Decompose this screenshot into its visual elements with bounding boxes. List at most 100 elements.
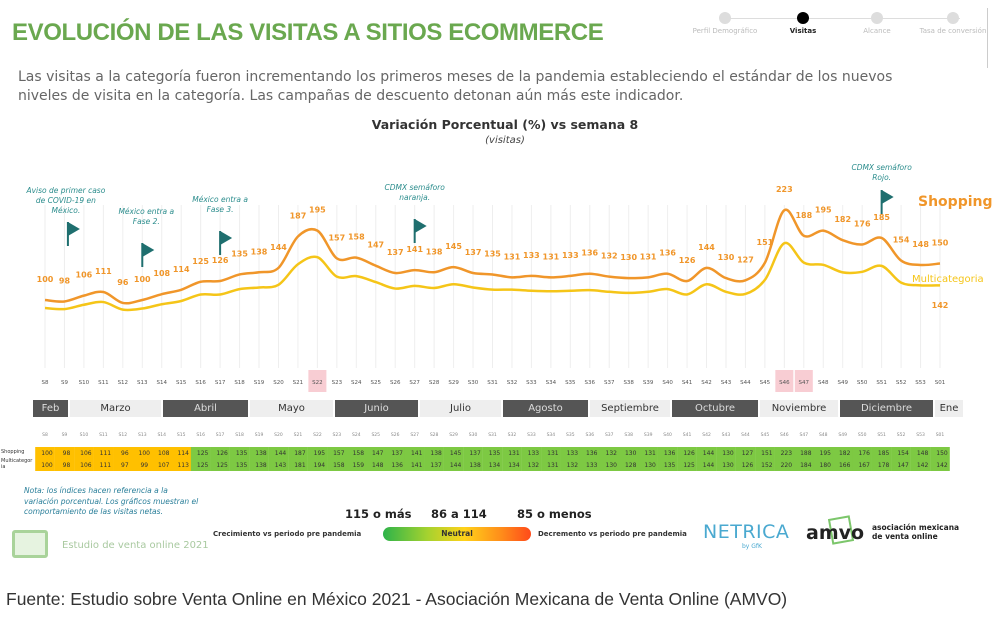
flag-icon <box>220 231 233 245</box>
table-cell-value: 125 <box>197 462 209 469</box>
table-cell-value: 138 <box>255 462 267 469</box>
table-cell <box>35 447 55 459</box>
table-cell-value: 131 <box>508 450 520 457</box>
highlight-week <box>308 370 327 392</box>
data-label: 131 <box>504 252 521 261</box>
x-tick-label: S24 <box>351 380 362 386</box>
x-tick-label: S53 <box>915 380 926 386</box>
table-cell-value: 144 <box>450 462 462 469</box>
page-title: EVOLUCIÓN DE LAS VISITAS A SITIOS ECOMME… <box>12 19 604 46</box>
table-cell <box>910 447 931 459</box>
table-cell <box>190 447 211 459</box>
table-cell-value: 141 <box>411 450 423 457</box>
series-label-shopping: Shopping <box>918 194 993 210</box>
x-tick-label: S10 <box>79 380 90 386</box>
divider <box>987 8 988 68</box>
data-label: 131 <box>543 252 560 261</box>
x-tick-label: S33 <box>526 380 537 386</box>
legend-mid: 86 a 114 <box>431 507 487 521</box>
x-tick-label: S9 <box>61 380 68 386</box>
table-cell <box>268 459 289 471</box>
table-week-label: S39 <box>644 432 653 438</box>
data-label: 126 <box>679 256 696 265</box>
step-1[interactable]: Visitas <box>768 10 838 36</box>
table-cell <box>638 447 658 459</box>
data-label: 108 <box>153 269 170 278</box>
table-cell-value: 144 <box>703 450 715 457</box>
table-week-label: S24 <box>352 432 361 438</box>
table-cell <box>910 459 931 471</box>
table-week-label: S26 <box>391 432 400 438</box>
table-cell <box>618 459 639 471</box>
data-label: 100 <box>37 275 54 284</box>
x-tick-label: S36 <box>585 380 596 386</box>
table-cell-value: 223 <box>781 450 793 457</box>
x-tick-label: S32 <box>507 380 518 386</box>
table-cell <box>249 447 269 459</box>
data-label: 158 <box>348 233 365 242</box>
flag-icon <box>142 243 155 257</box>
legend-gradient <box>383 527 531 541</box>
table-cell <box>229 459 250 471</box>
table-cell <box>288 459 308 471</box>
table-cell <box>755 447 775 459</box>
table-cell <box>443 459 464 471</box>
table-cell <box>385 447 406 459</box>
data-label: 154 <box>893 236 910 245</box>
table-cell-value: 180 <box>820 462 832 469</box>
table-cell <box>735 447 756 459</box>
table-cell <box>307 459 328 471</box>
table-cell-value: 136 <box>586 450 598 457</box>
data-label: 133 <box>523 251 540 260</box>
step-2[interactable]: Alcance <box>842 10 912 36</box>
table-cell <box>365 459 386 471</box>
annotation-text: CDMX semáforo naranja. <box>384 183 445 202</box>
table-cell-value: 132 <box>528 462 540 469</box>
table-cell-value: 178 <box>878 462 890 469</box>
table-week-label: S36 <box>585 432 594 438</box>
table-cell-value: 126 <box>216 450 228 457</box>
table-cell-value: 142 <box>917 462 929 469</box>
table-cell-value: 98 <box>63 450 71 457</box>
table-cell-value: 195 <box>820 450 832 457</box>
data-label: 131 <box>640 252 657 261</box>
table-cell <box>755 459 775 471</box>
table-week-label: S50 <box>858 432 867 438</box>
step-dot-icon <box>719 12 731 24</box>
legend-growth-text: Crecimiento vs periodo pre pandemia <box>213 530 362 538</box>
data-label: 141 <box>406 245 423 254</box>
x-tick-label: S01 <box>935 380 946 386</box>
table-week-label: S23 <box>333 432 342 438</box>
table-week-label: S31 <box>488 432 497 438</box>
table-cell-value: 135 <box>236 462 248 469</box>
table-cell <box>560 459 581 471</box>
table-cell-value: 130 <box>625 450 637 457</box>
table-week-label: S13 <box>138 432 147 438</box>
month-label: Mayo <box>250 400 333 417</box>
table-cell <box>579 447 600 459</box>
table-cell <box>385 459 406 471</box>
x-tick-label: S29 <box>448 380 459 386</box>
data-label: 133 <box>562 251 579 260</box>
table-week-label: S45 <box>761 432 770 438</box>
step-3[interactable]: Tasa de conversión <box>918 10 988 36</box>
table-cell <box>813 447 834 459</box>
table-cell <box>599 447 620 459</box>
x-tick-label: S34 <box>546 380 557 386</box>
step-0[interactable]: Perfil Demográfico <box>690 10 760 36</box>
table-cell-value: 184 <box>800 462 812 469</box>
table-cell <box>54 447 75 459</box>
table-cell <box>35 459 55 471</box>
annotation-text: México entra a Fase 3. <box>192 195 248 214</box>
table-week-label: S8 <box>42 432 48 438</box>
step-label: Perfil Demográfico <box>692 27 758 35</box>
table-week-label: S12 <box>119 432 128 438</box>
data-label: 106 <box>76 271 93 280</box>
table-week-label: S9 <box>62 432 68 438</box>
table-cell-value: 106 <box>80 462 92 469</box>
data-label: 132 <box>601 252 618 261</box>
table-cell-value: 99 <box>140 462 148 469</box>
table-cell <box>249 459 269 471</box>
table-week-label: S44 <box>741 432 750 438</box>
